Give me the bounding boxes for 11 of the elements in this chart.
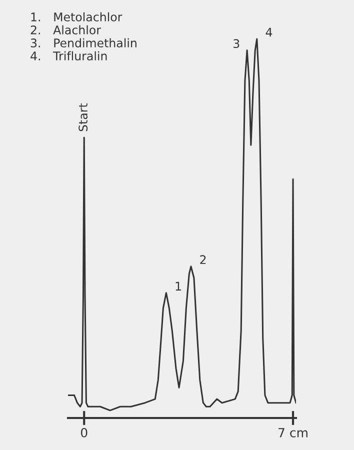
annotation: 2 <box>200 255 206 264</box>
annotation: 4 <box>266 28 272 36</box>
text: 1. Metolachlor <box>31 12 122 22</box>
x-tick-label: 7 cm <box>278 428 308 438</box>
annotation: 3. Pendimethalin <box>30 38 136 48</box>
annotation: 3 <box>234 39 240 48</box>
annotation: 1 <box>176 282 181 290</box>
x-tick-label: 0 <box>80 428 88 438</box>
text: 2. Alachlor <box>30 25 101 34</box>
annotation: Start <box>78 103 88 132</box>
annotation: 4. Trifluralin <box>30 51 107 60</box>
